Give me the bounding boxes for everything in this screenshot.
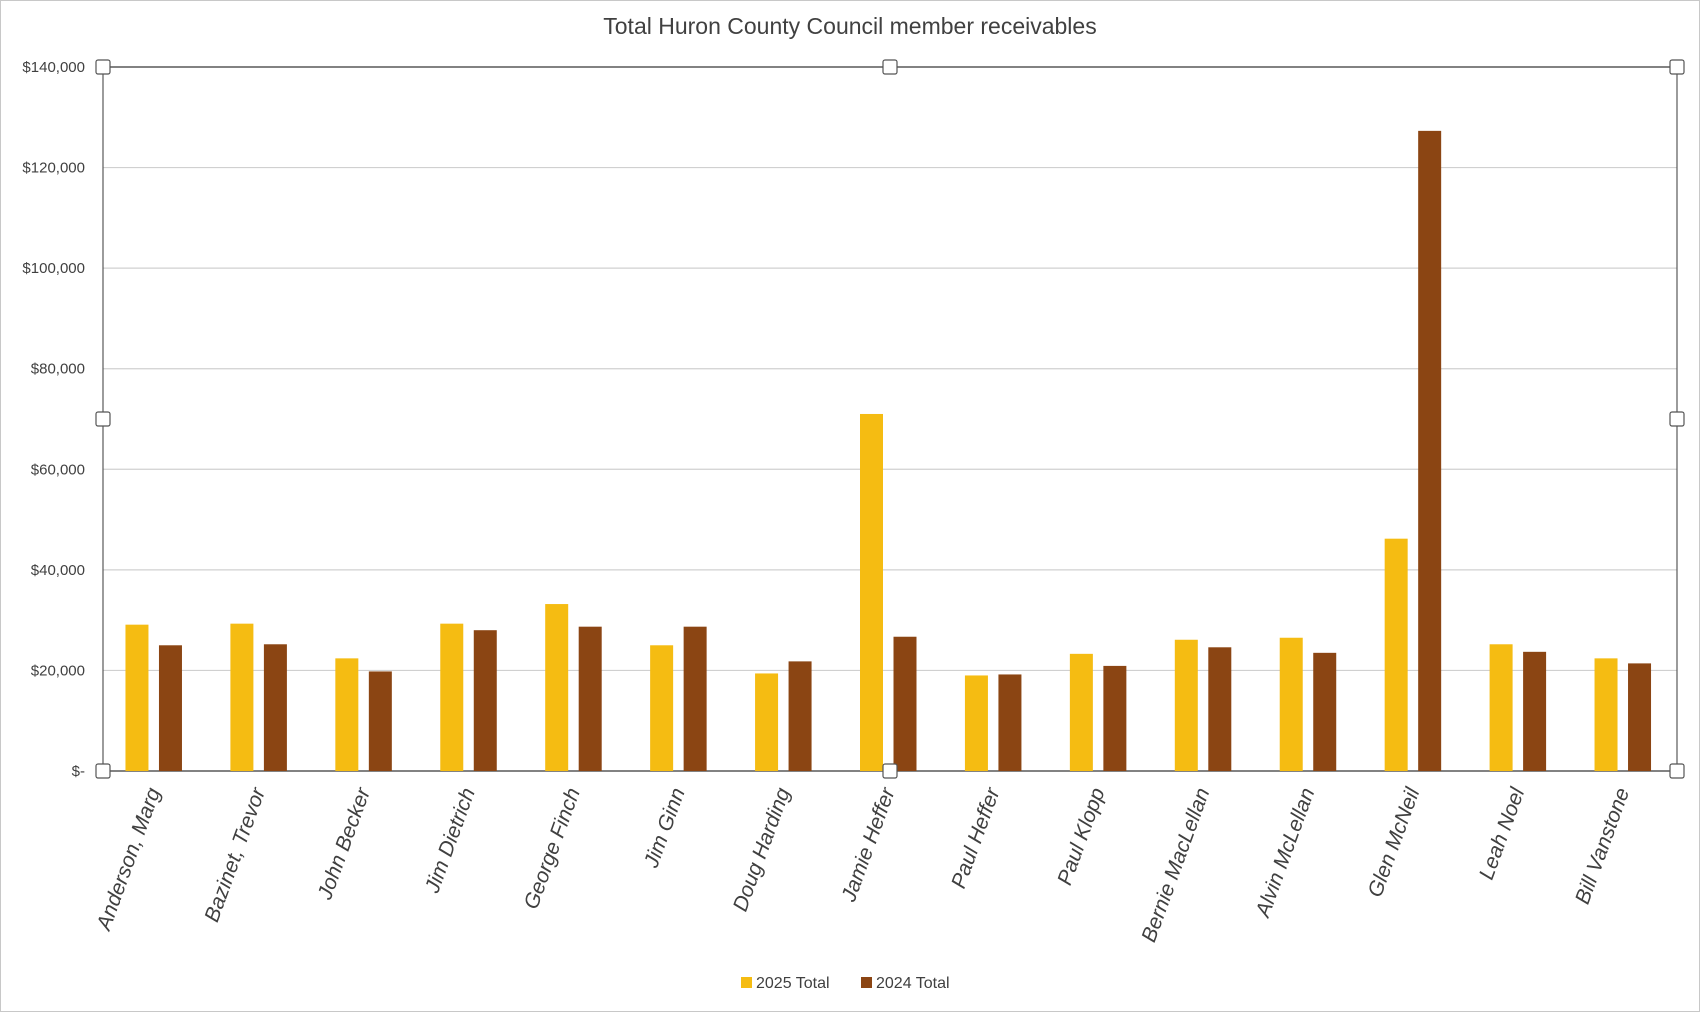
bar-2025 (1594, 658, 1618, 771)
x-tick-label: George Finch (520, 785, 585, 912)
legend-swatch (741, 977, 752, 988)
x-tick-label: Jamie Heffer (837, 784, 900, 906)
resize-handle[interactable] (95, 411, 111, 427)
bar-2024 (368, 671, 392, 771)
resize-handle[interactable] (1669, 411, 1685, 427)
resize-handle[interactable] (95, 763, 111, 779)
bar-2024 (473, 630, 497, 771)
bar-2025 (755, 673, 779, 771)
legend-label: 2025 Total (756, 975, 830, 992)
resize-handle[interactable] (1669, 59, 1685, 75)
bar-2024 (158, 645, 182, 771)
x-tick-label: Bill Vanstone (1571, 785, 1634, 907)
bar-2025 (1279, 637, 1303, 771)
x-tick-label: John Becker (313, 784, 375, 903)
x-tick-label: Leah Noel (1475, 784, 1530, 883)
resize-handle[interactable] (1669, 763, 1685, 779)
y-tick-label: $120,000 (22, 160, 85, 177)
bar-2025 (440, 623, 464, 771)
resize-handle[interactable] (882, 763, 898, 779)
bar-2024 (893, 636, 917, 771)
bar-2024 (578, 626, 602, 771)
x-tick-label: Anderson, Marg (92, 785, 166, 935)
bar-2024 (1103, 665, 1127, 771)
bar-2024 (1313, 652, 1337, 771)
y-tick-label: $- (72, 763, 85, 780)
bar-2025 (335, 658, 359, 771)
bar-2025 (125, 624, 149, 771)
y-tick-label: $60,000 (31, 461, 85, 478)
x-tick-label: Jim Dietrich (420, 785, 479, 897)
x-tick-label: Bernie MacLellan (1137, 785, 1214, 945)
bar-2025 (1384, 538, 1408, 771)
x-tick-label: Paul Klopp (1053, 785, 1109, 888)
bar-2025 (1489, 644, 1513, 771)
x-tick-label: Glen McNeil (1364, 784, 1425, 901)
bar-2024 (263, 644, 287, 771)
y-tick-label: $100,000 (22, 260, 85, 277)
bar-2025 (650, 645, 674, 771)
x-tick-label: Alvin McLellan (1251, 785, 1320, 922)
bar-2024 (1418, 130, 1442, 771)
bar-2024 (1523, 651, 1547, 771)
y-tick-label: $80,000 (31, 361, 85, 378)
chart-title: Total Huron County Council member receiv… (603, 13, 1096, 39)
bar-2025 (545, 604, 569, 771)
y-tick-label: $140,000 (22, 59, 85, 76)
bar-2025 (1069, 653, 1093, 771)
x-tick-label: Paul Heffer (947, 784, 1005, 892)
bar-2025 (230, 623, 254, 771)
legend-swatch (861, 977, 872, 988)
x-tick-label: Jim Ginn (640, 785, 690, 872)
bar-2025 (1174, 639, 1198, 771)
x-tick-label: Bazinet, Trevor (200, 784, 270, 925)
y-tick-label: $20,000 (31, 662, 85, 679)
bar-2025 (964, 675, 988, 771)
resize-handle[interactable] (95, 59, 111, 75)
x-tick-label: Doug Harding (729, 785, 795, 915)
bar-2024 (998, 674, 1022, 771)
legend-label: 2024 Total (876, 975, 950, 992)
bar-2025 (860, 413, 883, 771)
resize-handle[interactable] (882, 59, 898, 75)
bar-2024 (1628, 663, 1652, 771)
bar-2024 (683, 626, 707, 771)
bar-2024 (1208, 647, 1232, 771)
y-tick-label: $40,000 (31, 562, 85, 579)
bar-2024 (788, 661, 812, 771)
